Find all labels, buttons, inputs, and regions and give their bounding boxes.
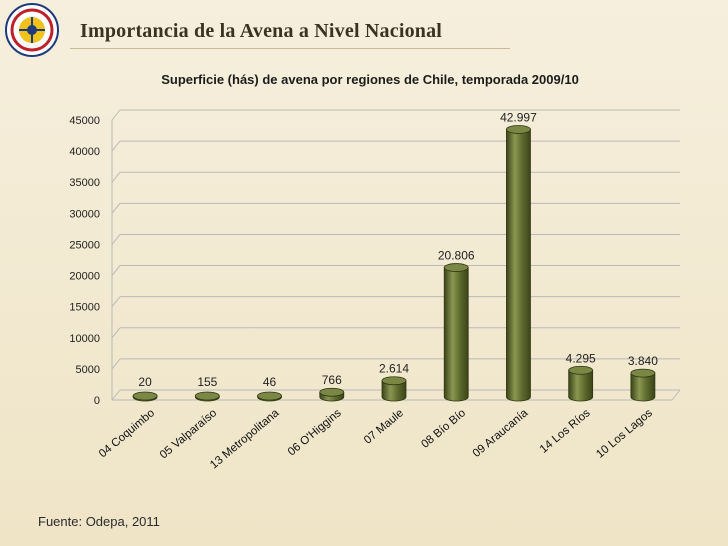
y-tick-label: 10000 <box>69 333 100 345</box>
category-label: 10 Los Lagos <box>594 407 655 461</box>
y-tick-label: 45000 <box>69 115 100 127</box>
bar-top <box>132 391 158 401</box>
gridline-slant <box>111 171 121 183</box>
y-tick-label: 15000 <box>69 302 100 314</box>
institution-logo <box>5 3 59 57</box>
floor-edge-slant <box>671 389 681 401</box>
data-label: 20.806 <box>438 249 475 263</box>
y-tick-label: 5000 <box>76 364 100 376</box>
data-label: 3.840 <box>628 354 658 368</box>
bar <box>257 391 282 402</box>
gridline-slant <box>111 265 121 276</box>
data-label: 4.295 <box>566 351 596 365</box>
bar <box>630 368 656 402</box>
bar <box>506 125 531 402</box>
bar-body <box>506 129 531 402</box>
bar-top <box>319 387 345 397</box>
gridline-slant <box>111 140 121 152</box>
bar-top <box>568 365 594 375</box>
bar-top <box>443 263 469 272</box>
bar <box>194 391 220 402</box>
gridline-slant <box>111 203 121 214</box>
data-label: 20 <box>138 375 152 389</box>
bar <box>568 365 594 402</box>
bar-top <box>630 368 656 378</box>
y-tick-label: 25000 <box>69 239 100 251</box>
bar-body <box>381 380 407 402</box>
data-label: 42.997 <box>500 110 537 124</box>
gridline-slant <box>111 296 121 307</box>
y-tick-label: 0 <box>94 395 100 407</box>
category-label: 09 Araucanía <box>471 407 531 460</box>
gridline-slant <box>111 358 121 370</box>
bar-top <box>194 391 220 401</box>
source-note: Fuente: Odepa, 2011 <box>38 514 160 529</box>
data-labels: 20 155 46 766 2.614 20.806 42.997 4.295 3.840 <box>138 110 658 389</box>
title-divider <box>70 48 510 49</box>
chart-title: Superficie (hás) de avena por regiones d… <box>161 72 579 87</box>
bar <box>132 391 158 402</box>
bar-body <box>630 372 656 402</box>
bar <box>443 263 469 402</box>
bars <box>132 125 656 402</box>
bar <box>319 387 345 402</box>
category-label: 14 Los Ríos <box>538 407 593 456</box>
data-label: 2.614 <box>379 362 409 376</box>
data-label: 46 <box>263 375 277 389</box>
y-tick-label: 40000 <box>69 146 100 158</box>
category-label: 04 Coquimbo <box>97 407 157 460</box>
data-label: 155 <box>197 375 217 389</box>
y-axis-ticks: 0 5000 10000 15000 20000 25000 30000 35000 40000… <box>69 115 100 407</box>
y-tick-label: 35000 <box>69 177 100 189</box>
category-label: 05 Valparaíso <box>158 407 219 461</box>
category-label: 08 Bío Bío <box>419 407 468 451</box>
bar <box>381 376 407 402</box>
data-label: 766 <box>322 373 342 387</box>
gridline-slant <box>111 327 121 339</box>
y-tick-label: 20000 <box>69 271 100 283</box>
gridline-slant <box>111 109 121 121</box>
category-label: 13 Metropolitana <box>208 407 282 472</box>
bar-top <box>257 391 282 401</box>
bar-body <box>443 267 469 402</box>
page-title: Importancia de la Avena a Nivel Nacional <box>80 20 443 42</box>
category-label: 07 Maule <box>362 407 406 447</box>
y-tick-label: 30000 <box>69 208 100 220</box>
gridline-slant <box>111 234 121 245</box>
bar-top <box>381 376 407 386</box>
bar-body <box>568 369 594 402</box>
bar-top <box>506 125 531 134</box>
gridline-slant <box>111 389 121 401</box>
category-label: 06 O'Higgins <box>286 407 344 458</box>
